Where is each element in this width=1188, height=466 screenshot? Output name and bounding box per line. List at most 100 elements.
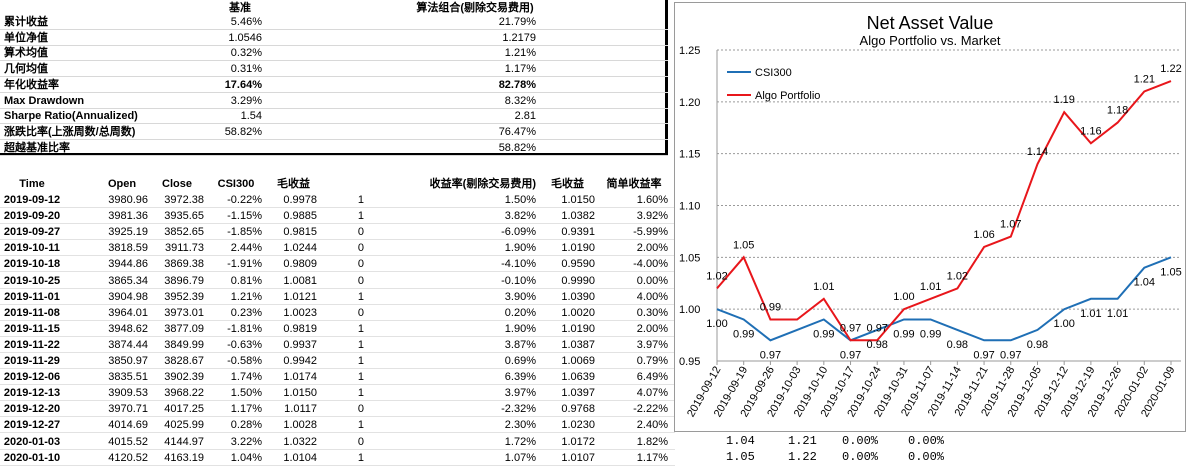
table-row-date[interactable]: 2019-10-25	[3, 274, 61, 287]
table-cell[interactable]: 1.90%	[504, 242, 536, 255]
table-cell[interactable]: 1	[357, 387, 364, 400]
summary-algo-value[interactable]: 8.32%	[504, 94, 536, 107]
summary-label[interactable]: 涨跌比率(上涨周数/总周数)	[4, 125, 136, 138]
table-cell[interactable]: 3869.38	[164, 258, 204, 271]
table-cell[interactable]: 4014.69	[108, 419, 148, 432]
table-cell[interactable]: 2.00%	[636, 322, 668, 335]
summary-benchmark-value[interactable]: 58.82%	[224, 125, 262, 138]
cell-behind-chart[interactable]: 1.21	[788, 434, 817, 448]
table-cell[interactable]: 3896.79	[164, 274, 204, 287]
table-cell[interactable]: 4144.97	[164, 435, 204, 448]
column-header[interactable]: Time	[19, 178, 45, 190]
table-cell[interactable]: -0.63%	[227, 338, 262, 351]
table-cell[interactable]: 4025.99	[164, 419, 204, 432]
table-cell[interactable]: 3.82%	[504, 210, 536, 223]
summary-benchmark-value[interactable]: 5.46%	[230, 16, 262, 28]
table-cell[interactable]: 1.0117	[284, 403, 317, 416]
table-cell[interactable]: 2.44%	[230, 242, 262, 255]
table-cell[interactable]: 3.92%	[636, 210, 668, 223]
column-header[interactable]: CSI300	[217, 178, 255, 190]
table-cell[interactable]: 0	[357, 306, 364, 319]
table-cell[interactable]: 0.30%	[636, 306, 668, 319]
table-cell[interactable]: 3904.98	[108, 290, 148, 303]
table-cell[interactable]: 0.9590	[561, 258, 595, 271]
table-row-date[interactable]: 2019-11-15	[4, 322, 60, 335]
table-cell[interactable]: 1	[357, 451, 364, 464]
column-header[interactable]: Close	[162, 178, 192, 190]
table-cell[interactable]: -2.22%	[633, 403, 668, 416]
table-cell[interactable]: -1.81%	[227, 322, 262, 335]
table-cell[interactable]: 1.0121	[283, 290, 317, 303]
legend-label[interactable]: Algo Portfolio	[755, 90, 820, 102]
table-cell[interactable]: 0	[357, 435, 364, 448]
column-header[interactable]: 简单收益率	[606, 178, 662, 190]
table-cell[interactable]: 3981.36	[108, 210, 148, 223]
table-cell[interactable]: 1.50%	[504, 194, 536, 206]
summary-algo-value[interactable]: 82.78%	[498, 78, 536, 91]
table-cell[interactable]: 3828.67	[164, 355, 204, 367]
table-row-date[interactable]: 2019-09-27	[3, 226, 61, 239]
table-cell[interactable]: 1	[357, 419, 364, 432]
table-cell[interactable]: 0.81%	[230, 274, 262, 287]
table-cell[interactable]: 1.0387	[561, 338, 595, 351]
table-cell[interactable]: 1	[357, 290, 364, 303]
table-cell[interactable]: -0.10%	[501, 274, 536, 287]
table-cell[interactable]: 1	[357, 210, 364, 223]
table-row-date[interactable]: 2019-11-29	[4, 355, 60, 367]
table-cell[interactable]: 3972.38	[164, 194, 204, 206]
summary-label[interactable]: Sharpe Ratio(Annualized)	[4, 110, 138, 123]
table-cell[interactable]: 0	[357, 258, 364, 271]
table-cell[interactable]: 1.07%	[504, 451, 536, 464]
table-cell[interactable]: 1.0107	[561, 451, 595, 464]
table-cell[interactable]: 1.0028	[283, 419, 317, 432]
table-row-date[interactable]: 2019-11-22	[4, 338, 60, 351]
summary-algo-value[interactable]: 1.21%	[504, 47, 536, 60]
table-cell[interactable]: 1.0023	[283, 306, 317, 319]
table-cell[interactable]: 1.0397	[561, 387, 595, 400]
table-cell[interactable]: 4017.25	[164, 403, 204, 416]
table-cell[interactable]: 3.90%	[504, 290, 536, 303]
table-row-date[interactable]: 2019-12-13	[3, 387, 61, 400]
table-cell[interactable]: 2.40%	[636, 419, 668, 432]
cell-behind-chart[interactable]: 0.00%	[908, 434, 945, 448]
table-cell[interactable]: 0.9937	[283, 338, 317, 351]
table-row-date[interactable]: 2019-09-20	[3, 210, 61, 223]
table-row-date[interactable]: 2019-10-18	[3, 258, 61, 271]
summary-algo-value[interactable]: 58.82%	[498, 141, 536, 154]
table-cell[interactable]: 4163.19	[164, 451, 204, 464]
table-cell[interactable]: 3948.62	[108, 322, 148, 335]
cell-behind-chart[interactable]: 1.05	[726, 450, 755, 464]
column-header[interactable]: Open	[107, 178, 137, 190]
table-cell[interactable]: -4.00%	[633, 258, 668, 271]
table-cell[interactable]: 1.17%	[636, 451, 668, 464]
table-cell[interactable]: 1.21%	[230, 290, 262, 303]
cell-behind-chart[interactable]: 0.00%	[842, 450, 879, 464]
table-cell[interactable]: 0	[357, 226, 364, 239]
summary-algo-value[interactable]: 1.17%	[504, 63, 536, 76]
table-cell[interactable]: 3852.65	[164, 226, 204, 239]
table-row-date[interactable]: 2019-11-01	[4, 290, 60, 303]
table-cell[interactable]: 3980.96	[108, 194, 148, 206]
table-cell[interactable]: 3944.86	[108, 258, 148, 271]
table-cell[interactable]: 3935.65	[164, 210, 204, 223]
table-cell[interactable]: 0.00%	[636, 274, 668, 287]
table-cell[interactable]: 1.0390	[561, 290, 595, 303]
table-cell[interactable]: 3818.59	[108, 242, 148, 255]
table-row-date[interactable]: 2019-09-12	[3, 194, 61, 206]
table-cell[interactable]: 1.17%	[230, 403, 262, 416]
table-row-date[interactable]: 2020-01-10	[3, 451, 61, 464]
table-cell[interactable]: 1.82%	[636, 435, 668, 448]
table-cell[interactable]: 1	[357, 371, 364, 384]
column-header[interactable]: 收益率(剔除交易费用)	[429, 178, 536, 190]
summary-label[interactable]: 几何均值	[4, 63, 48, 76]
cell-behind-chart[interactable]: 0.00%	[908, 450, 945, 464]
table-cell[interactable]: -1.85%	[227, 226, 262, 239]
table-cell[interactable]: 3968.22	[164, 387, 204, 400]
table-cell[interactable]: 3874.44	[108, 338, 148, 351]
cell-behind-chart[interactable]: 1.22	[788, 450, 817, 464]
cell-behind-chart[interactable]: 1.04	[726, 434, 755, 448]
summary-label[interactable]: 累计收益	[4, 16, 48, 28]
table-cell[interactable]: 1.60%	[636, 194, 668, 206]
table-cell[interactable]: 1.0150	[283, 387, 317, 400]
table-cell[interactable]: 0.9815	[283, 226, 317, 239]
